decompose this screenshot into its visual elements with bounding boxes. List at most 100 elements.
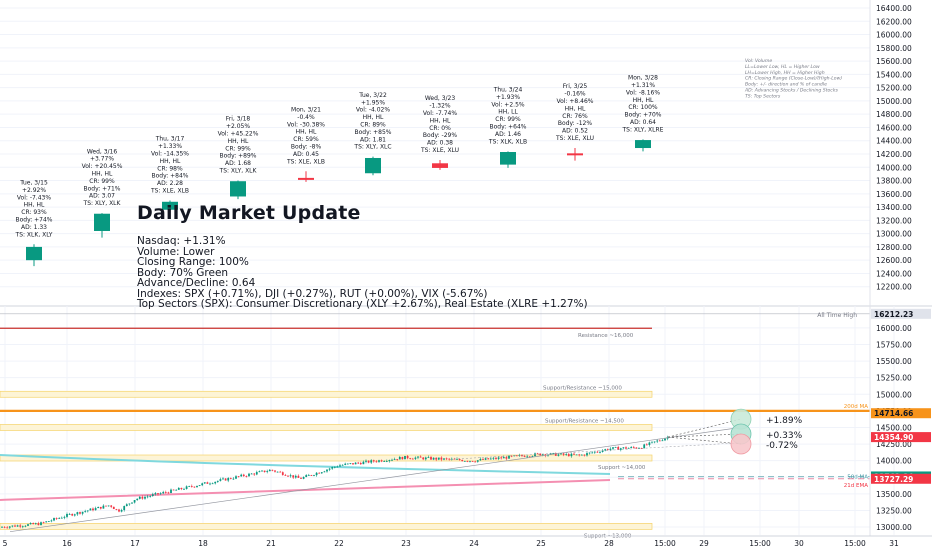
bottom-y-tick-label: 14000.00 [876, 457, 912, 466]
intraday-body [216, 480, 219, 482]
time-axis[interactable]: 5 16 17 18 21 22 23 24 25 28 15:00 29 15:00 30 15:00 31 [0, 535, 932, 548]
daily-candle-body [365, 157, 381, 174]
top-y-tick-label: 14000.00 [876, 163, 912, 172]
legend-line: Body: +/- direction and % of candle [745, 82, 827, 88]
daily-candle-stat: TS: XLY, XLC [353, 144, 391, 151]
bottom-y-tick-label: 13250.00 [876, 506, 912, 515]
support-zone [0, 390, 653, 398]
intraday-body [341, 464, 344, 466]
daily-candle-stat: AD: 0.38 [427, 140, 453, 147]
intraday-body [604, 449, 607, 451]
time-tick-label: 22 [334, 539, 344, 548]
bottom-y-tick-label: 16000.00 [876, 324, 912, 333]
intraday-body [175, 489, 178, 491]
intraday-body [232, 478, 235, 480]
bottom-y-tick-label: 13500.00 [876, 490, 912, 499]
daily-candle-stat: Vol: -8.16% [626, 89, 660, 96]
intraday-body [471, 460, 474, 462]
intraday-body [193, 486, 196, 488]
intraday-body [141, 496, 144, 499]
intraday-body [656, 440, 659, 442]
intraday-body [482, 459, 484, 460]
intraday-body [414, 457, 417, 459]
intraday-body [248, 473, 250, 477]
intraday-body [133, 500, 136, 503]
intraday-body [359, 463, 362, 465]
daily-candle-stat: HH, HL [24, 202, 45, 209]
intraday-body [313, 475, 315, 476]
intraday-body [612, 447, 614, 449]
intraday-body [565, 454, 568, 455]
intraday-body [645, 444, 648, 446]
intraday-body [362, 461, 365, 465]
intraday-body [586, 453, 588, 456]
intraday-body [476, 460, 479, 462]
daily-candle-stat: Body: +70% [624, 112, 661, 119]
intraday-body [253, 473, 256, 475]
intraday-body [562, 453, 565, 455]
bottom-y-tick-label: 15000.00 [876, 390, 912, 399]
intraday-body [619, 448, 622, 450]
daily-candle-stat: HH, HL [363, 114, 384, 121]
intraday-body [167, 492, 170, 494]
daily-candle-stat: AD: 1.33 [21, 224, 47, 231]
intraday-body [86, 510, 89, 512]
daily-candle-stat: Body: +84% [151, 173, 188, 180]
intraday-body [424, 457, 427, 460]
intraday-body [578, 454, 581, 456]
intraday-body [419, 456, 422, 458]
daily-candle-stat: Body: +89% [219, 153, 256, 160]
daily-candle-stat: Body: -29% [423, 132, 457, 139]
intraday-body [411, 458, 414, 460]
time-tick-label: 5 [3, 539, 8, 548]
top-y-tick-label: 13000.00 [876, 230, 912, 239]
legend-line: LL=Lower Low, HL = Higher Low [745, 64, 820, 70]
daily-candle-stat: Vol: -7.43% [17, 194, 51, 201]
intraday-body [307, 475, 310, 476]
intraday-body [19, 525, 22, 527]
moving-averages [0, 454, 611, 501]
intraday-body [42, 522, 45, 524]
summary-line-indexes: Indexes: SPX (+0.71%), DJI (+0.27%), RUT… [137, 287, 488, 300]
intraday-body [557, 454, 560, 456]
time-tick-label: 28 [604, 539, 614, 548]
top-y-tick-label: 16400.00 [876, 4, 912, 13]
intraday-body [640, 448, 643, 449]
intraday-body [430, 457, 432, 460]
price-label-bg [871, 432, 931, 443]
intraday-body [664, 438, 666, 441]
daily-candle-stat: Vol: +45.22% [218, 131, 259, 138]
intraday-body [274, 470, 276, 472]
daily-candle-stat: HH, HL [633, 97, 654, 104]
legend-line: CR: Closing Range (Close-Low)/(High-Low) [745, 76, 842, 82]
intraday-body [162, 492, 165, 494]
price-axis[interactable]: 16400.00 16200.00 16000.00 15800.00 15600.00… [869, 0, 931, 536]
intraday-body [120, 510, 123, 512]
legend-line: Vol: Volume [745, 58, 772, 64]
intraday-body [531, 456, 534, 457]
intraday-body [53, 518, 55, 521]
bottom-y-tick-label: 15750.00 [876, 340, 912, 349]
intraday-body [466, 460, 469, 462]
daily-candle-stat: CR: 100% [628, 104, 658, 111]
intraday-body [8, 526, 11, 528]
intraday-body [276, 471, 279, 473]
intraday-body [378, 460, 380, 462]
intraday-body [21, 526, 24, 528]
intraday-body [388, 460, 391, 462]
intraday-body [526, 456, 529, 458]
intraday-body [242, 474, 245, 477]
intraday-body [489, 458, 492, 460]
intraday-body [596, 451, 599, 453]
intraday-body [331, 467, 334, 469]
ma200-label: 200d MA [844, 404, 868, 410]
intraday-body [632, 446, 635, 448]
intraday-body [151, 494, 154, 496]
intraday-body [375, 461, 378, 463]
support-zone [0, 424, 653, 431]
intraday-body [549, 453, 552, 455]
intraday-body [344, 463, 347, 465]
daily-candle-stat: +1.95% [361, 99, 385, 106]
